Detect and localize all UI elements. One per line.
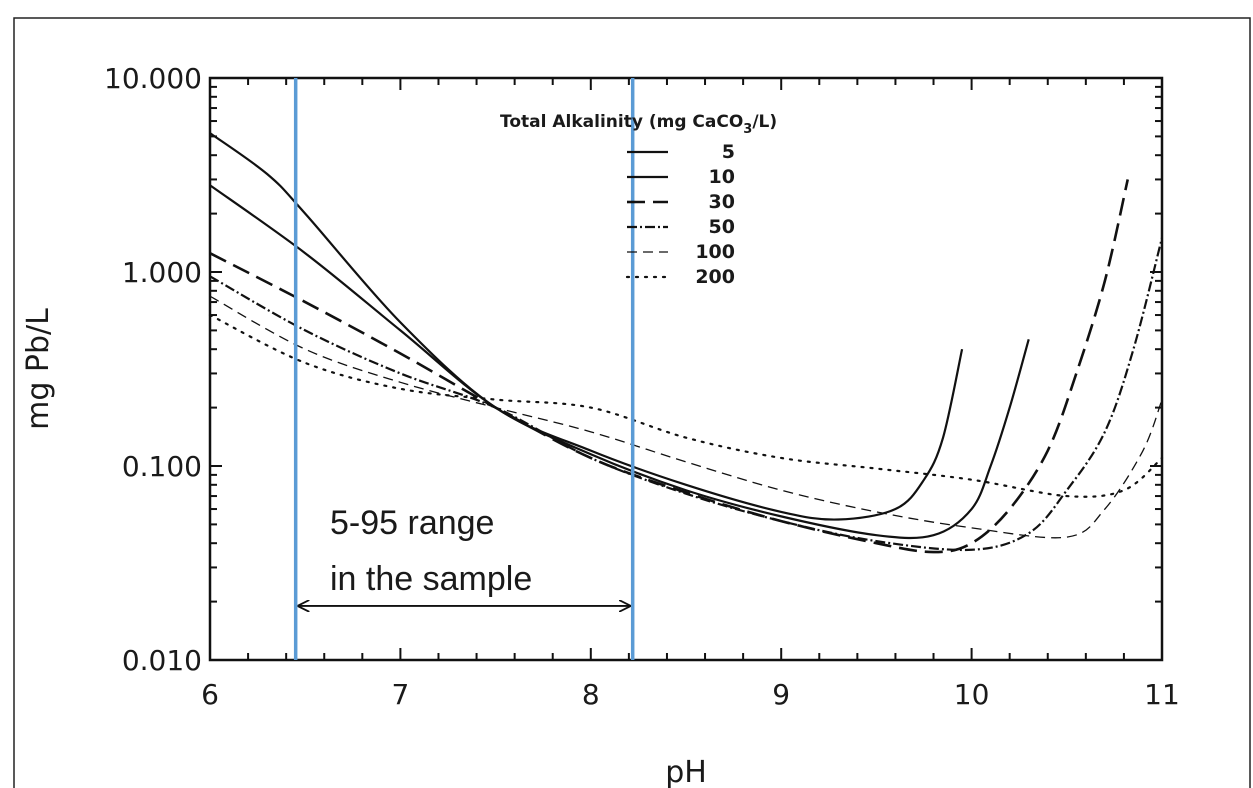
series-line-10 bbox=[209, 184, 1030, 540]
x-tick-label: 9 bbox=[772, 678, 790, 711]
x-tick-label: 11 bbox=[1144, 678, 1180, 711]
legend: Total Alkalinity (mg CaCO3/L) 5 10 30 50 100… bbox=[500, 112, 777, 288]
y-tick-label: 0.010 bbox=[122, 644, 202, 677]
series-line-5 bbox=[209, 132, 964, 521]
legend-label-10: 10 bbox=[709, 166, 735, 188]
legend-label-50: 50 bbox=[709, 216, 735, 238]
series-line-200 bbox=[208, 313, 1164, 498]
legend-title: Total Alkalinity (mg CaCO3/L) bbox=[500, 112, 777, 137]
legend-title-main: Total Alkalinity (mg CaCO bbox=[500, 112, 743, 132]
legend-label-30: 30 bbox=[709, 191, 735, 213]
y-axis-label: mg Pb/L bbox=[21, 308, 56, 430]
x-tick-label: 7 bbox=[391, 678, 409, 711]
range-annotation: 5-95 range in the sample bbox=[299, 504, 630, 606]
series-line-100 bbox=[209, 295, 1163, 539]
annotation-line-2: in the sample bbox=[330, 560, 532, 598]
legend-label-5: 5 bbox=[722, 141, 735, 163]
reference-lines bbox=[293, 78, 635, 660]
y-tick-label: 0.100 bbox=[122, 450, 202, 483]
series-line-50 bbox=[209, 237, 1164, 552]
x-tick-label: 10 bbox=[954, 678, 990, 711]
legend-title-sub: 3 bbox=[743, 122, 752, 137]
x-axis-label: pH bbox=[665, 755, 707, 788]
plot-frame bbox=[208, 76, 1164, 662]
series-group bbox=[208, 132, 1164, 554]
x-tick-label: 8 bbox=[582, 678, 600, 711]
legend-label-100: 100 bbox=[695, 241, 735, 263]
series-line-30 bbox=[209, 179, 1129, 554]
x-tick-label: 6 bbox=[201, 678, 219, 711]
legend-label-200: 200 bbox=[695, 266, 735, 288]
y-tick-labels: 0.010 0.100 1.000 10.000 bbox=[104, 62, 202, 677]
annotation-line-1: 5-95 range bbox=[330, 504, 494, 542]
x-tick-labels: 6 7 8 9 10 11 bbox=[201, 678, 1180, 711]
y-tick-label: 10.000 bbox=[104, 62, 202, 95]
y-tick-label: 1.000 bbox=[122, 256, 202, 289]
legend-entries: 5 10 30 50 100 200 bbox=[625, 141, 735, 288]
figure-frame bbox=[13, 17, 1251, 788]
legend-title-end: /L) bbox=[752, 112, 777, 132]
